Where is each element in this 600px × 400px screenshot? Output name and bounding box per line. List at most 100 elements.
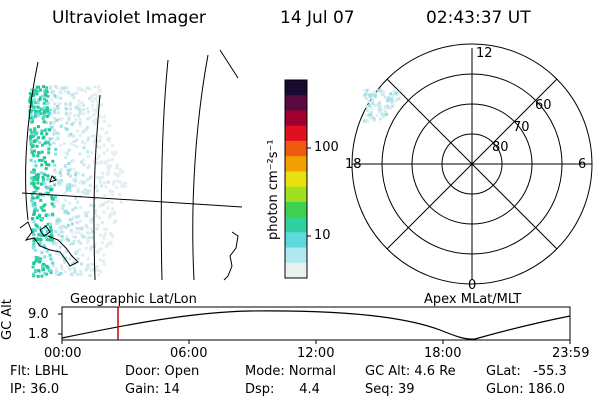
emission-pixel <box>41 208 45 212</box>
emission-pixel <box>100 241 104 245</box>
emission-pixel <box>95 227 99 231</box>
altitude-ticks <box>58 313 571 344</box>
color-bar-unit: photon cm⁻²s⁻¹ <box>266 139 281 240</box>
emission-pixel <box>56 199 60 203</box>
polar-emission-pixel <box>376 103 380 106</box>
emission-pixel <box>97 273 100 277</box>
emission-pixel <box>56 95 60 99</box>
emission-pixel <box>30 192 34 196</box>
polar-emission-pixel <box>390 100 394 104</box>
emission-pixel <box>52 141 56 145</box>
emission-pixel <box>49 257 53 261</box>
emission-pixel <box>55 85 59 89</box>
mlt-label-12: 12 <box>476 46 493 61</box>
emission-pixel <box>91 217 95 221</box>
emission-pixel <box>121 170 124 174</box>
emission-pixel <box>34 237 38 241</box>
emission-pixel <box>50 137 54 141</box>
emission-pixel <box>79 233 83 237</box>
time-tick-0000: 00:00 <box>44 346 82 361</box>
emission-pixel <box>77 214 81 218</box>
emission-pixel <box>99 270 103 274</box>
emission-pixel <box>36 105 40 109</box>
emission-pixel <box>36 154 40 158</box>
emission-pixel <box>86 138 90 142</box>
gain-info: Gain: 14 <box>125 382 180 397</box>
emission-pixel <box>38 243 42 247</box>
emission-pixel <box>88 184 92 187</box>
emission-pixel <box>60 117 64 121</box>
emission-pixel <box>55 267 58 271</box>
emission-pixel <box>70 122 74 126</box>
emission-pixel <box>86 166 90 170</box>
dsp-info: Dsp: 4.4 <box>245 382 320 397</box>
color-bar-segment <box>285 232 307 249</box>
emission-pixel <box>64 107 68 111</box>
emission-pixel <box>92 112 96 116</box>
emission-pixel <box>112 221 116 225</box>
emission-pixel <box>66 172 70 176</box>
polar-emission-pixel <box>373 90 376 94</box>
color-bar-segment <box>285 156 307 172</box>
emission-pixel <box>86 231 90 235</box>
polar-emission-pixel <box>385 112 388 116</box>
color-bar-frame <box>284 79 308 279</box>
polar-emission-pixel <box>381 93 385 97</box>
emission-pixel <box>45 236 49 240</box>
emission-pixel <box>77 114 80 118</box>
polar-emission-pixel <box>394 91 398 95</box>
emission-pixel <box>52 111 56 114</box>
emission-pixel <box>46 222 50 226</box>
emission-pixel <box>32 212 36 216</box>
emission-pixel <box>112 153 116 157</box>
polar-emission-pixel <box>391 93 395 97</box>
emission-pixel <box>43 141 47 145</box>
emission-pixel <box>60 227 64 230</box>
emission-pixel <box>77 99 81 103</box>
emission-pixel <box>74 118 78 122</box>
emission-pixel <box>28 92 32 96</box>
polar-emission-pixel <box>388 106 392 110</box>
emission-pixel <box>33 178 37 182</box>
emission-pixel <box>61 253 65 256</box>
emission-pixel <box>47 101 51 105</box>
emission-pixel <box>34 114 37 118</box>
emission-pixel <box>48 143 52 147</box>
emission-pixel <box>59 96 63 100</box>
emission-pixel <box>41 143 44 147</box>
emission-pixel <box>110 193 114 197</box>
emission-pixel <box>98 216 102 220</box>
emission-pixel <box>29 128 33 132</box>
emission-pixel <box>96 223 100 227</box>
emission-pixel <box>69 167 73 171</box>
emission-pixel <box>86 257 90 261</box>
emission-pixel <box>100 221 104 224</box>
emission-pixel <box>82 163 86 167</box>
color-bar-segment <box>285 247 307 264</box>
color-bar-segment <box>285 95 307 111</box>
emission-pixel <box>51 197 55 201</box>
polar-emission-pixel <box>392 89 396 93</box>
emission-pixel <box>36 186 40 190</box>
emission-pixel <box>74 196 78 200</box>
emission-pixel <box>102 119 106 123</box>
emission-pixel <box>86 263 90 267</box>
emission-pixel <box>41 179 45 183</box>
polar-emission-pixel <box>397 97 401 101</box>
emission-pixel <box>64 250 68 254</box>
emission-pixel <box>40 132 44 136</box>
polar-emission-pixel <box>371 102 375 106</box>
emission-pixel <box>49 231 53 235</box>
emission-pixel <box>86 192 90 196</box>
polar-emission-pixel <box>368 104 372 108</box>
emission-pixel <box>59 124 63 128</box>
emission-pixel <box>36 173 40 177</box>
emission-pixel <box>61 255 65 259</box>
emission-pixel <box>61 224 65 228</box>
emission-pixel <box>41 116 45 120</box>
emission-pixel <box>53 163 57 167</box>
emission-pixel <box>32 190 36 194</box>
emission-pixel <box>77 248 81 252</box>
color-bar-label-100: 100 <box>314 140 339 155</box>
auroral-emission-map <box>28 85 128 278</box>
